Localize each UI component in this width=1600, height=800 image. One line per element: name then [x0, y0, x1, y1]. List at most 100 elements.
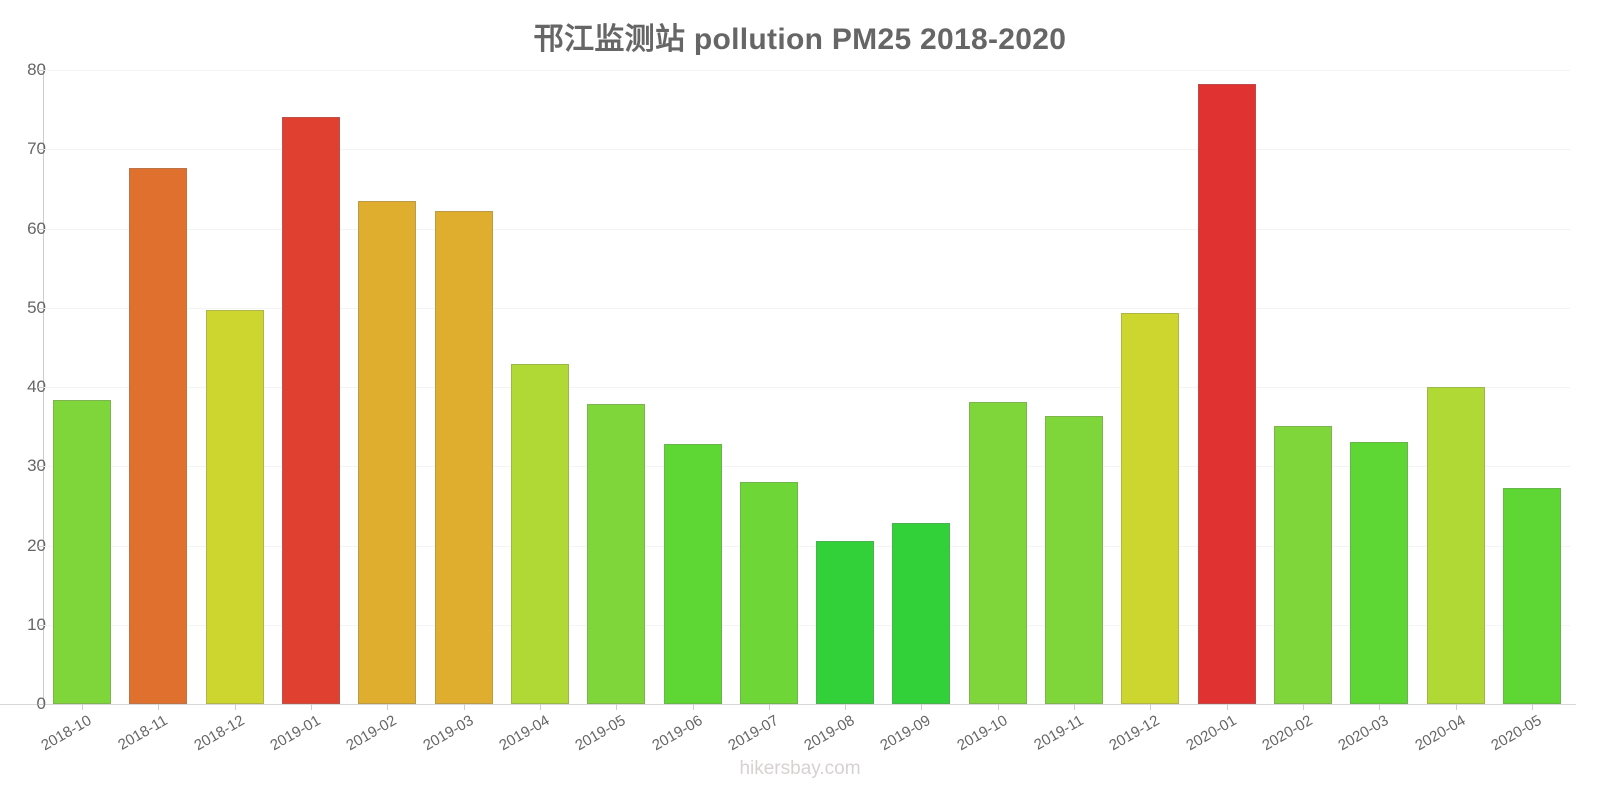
- x-tick-label: 2019-12: [1106, 712, 1163, 755]
- y-axis-line: [43, 66, 44, 706]
- x-tick-label: 2019-06: [648, 712, 706, 755]
- bar[interactable]: [53, 400, 112, 704]
- x-tick-label: 2019-08: [801, 712, 858, 755]
- y-tick-label: 70: [27, 139, 46, 159]
- bar[interactable]: [892, 523, 951, 704]
- plot-area: [44, 70, 1570, 704]
- gridline: [44, 70, 1570, 71]
- x-tick-label: 2020-01: [1182, 712, 1240, 755]
- bar[interactable]: [739, 482, 798, 704]
- bar-slot: [883, 70, 959, 704]
- y-tick-mark: [38, 70, 44, 71]
- x-tick-label: 2019-09: [877, 712, 934, 755]
- x-tick-label: 2019-01: [267, 712, 324, 755]
- gridline: [44, 307, 1570, 309]
- x-tick-label: 2018-12: [191, 712, 248, 755]
- bar[interactable]: [1502, 487, 1561, 704]
- bar[interactable]: [434, 211, 493, 704]
- y-tick-mark: [38, 466, 44, 468]
- bar[interactable]: [968, 402, 1027, 704]
- bar[interactable]: [1273, 425, 1332, 704]
- bar-slot: [426, 70, 502, 704]
- y-tick-mark: [38, 545, 44, 547]
- x-tick-mark: [311, 704, 313, 710]
- bar[interactable]: [1045, 415, 1104, 704]
- y-tick-mark: [38, 704, 44, 705]
- bar-slot: [807, 70, 883, 704]
- bar-slot: [654, 70, 730, 704]
- x-tick-mark: [616, 704, 618, 710]
- gridline: [44, 387, 1570, 388]
- x-tick-label: 2018-10: [38, 712, 95, 755]
- bar-slot: [349, 70, 425, 704]
- bar[interactable]: [1350, 442, 1409, 704]
- x-tick-mark: [1379, 704, 1381, 710]
- bar[interactable]: [816, 540, 875, 704]
- bar-slot: [1494, 70, 1570, 704]
- watermark-label: hikersbay.com: [739, 758, 861, 779]
- x-tick-label: 2019-10: [954, 712, 1011, 755]
- bar[interactable]: [1426, 387, 1485, 704]
- bar-slot: [1112, 70, 1188, 704]
- y-tick-mark: [38, 307, 44, 309]
- x-tick-mark: [692, 704, 694, 710]
- y-tick-mark: [38, 387, 44, 388]
- bar-slot: [120, 70, 196, 704]
- gridline: [44, 149, 1570, 151]
- x-tick-mark: [1074, 704, 1076, 710]
- bar[interactable]: [1197, 84, 1256, 704]
- x-tick-label: 2020-04: [1411, 712, 1469, 755]
- bar-slot: [1341, 70, 1417, 704]
- gridline: [44, 466, 1570, 468]
- y-tick-label: 80: [27, 60, 46, 79]
- bar-slot: [731, 70, 807, 704]
- bar-slot: [1417, 70, 1493, 704]
- bar[interactable]: [510, 364, 569, 704]
- bar[interactable]: [663, 444, 722, 704]
- x-tick-label: 2019-05: [572, 712, 629, 755]
- x-tick-mark: [1226, 704, 1228, 710]
- y-tick-mark: [38, 149, 44, 151]
- y-tick-label: 20: [27, 535, 46, 555]
- bar-series: [44, 70, 1570, 704]
- x-tick-label: 2020-02: [1259, 712, 1316, 755]
- x-tick-label: 2020-05: [1488, 712, 1545, 755]
- x-tick-mark: [1531, 704, 1533, 710]
- x-tick-mark: [1455, 704, 1457, 710]
- bar[interactable]: [129, 168, 188, 704]
- gridline: [44, 545, 1570, 547]
- bar[interactable]: [1121, 312, 1180, 704]
- y-tick-label: 60: [27, 218, 46, 238]
- y-tick-label: 0: [6, 694, 46, 714]
- x-tick-mark: [234, 704, 236, 710]
- x-tick-mark: [845, 704, 847, 710]
- x-tick-mark: [158, 704, 160, 710]
- x-tick-label: 2019-11: [1031, 712, 1087, 754]
- bar-slot: [578, 70, 654, 704]
- x-tick-label: 2019-07: [725, 712, 782, 755]
- x-tick-mark: [82, 704, 84, 710]
- bar-slot: [44, 70, 120, 704]
- bar-slot: [1036, 70, 1112, 704]
- y-tick-mark: [38, 228, 44, 230]
- bar-slot: [1265, 70, 1341, 704]
- bar[interactable]: [205, 310, 264, 704]
- x-tick-label: 2020-03: [1335, 712, 1392, 755]
- x-tick-mark: [463, 704, 465, 710]
- x-tick-mark: [997, 704, 999, 710]
- x-axis-line: [0, 704, 1576, 705]
- bar[interactable]: [587, 403, 646, 704]
- bar-slot: [273, 70, 349, 704]
- x-tick-mark: [1302, 704, 1304, 710]
- chart-title: 邗江监测站 pollution PM25 2018-2020: [533, 23, 1067, 56]
- bar[interactable]: [282, 116, 341, 704]
- x-tick-label: 2019-02: [343, 712, 400, 755]
- x-tick-mark: [387, 704, 389, 710]
- y-tick-mark: [38, 624, 44, 626]
- bar[interactable]: [358, 200, 417, 704]
- bar-slot: [960, 70, 1036, 704]
- x-tick-mark: [768, 704, 770, 710]
- bar-slot: [197, 70, 273, 704]
- bar-slot: [1189, 70, 1265, 704]
